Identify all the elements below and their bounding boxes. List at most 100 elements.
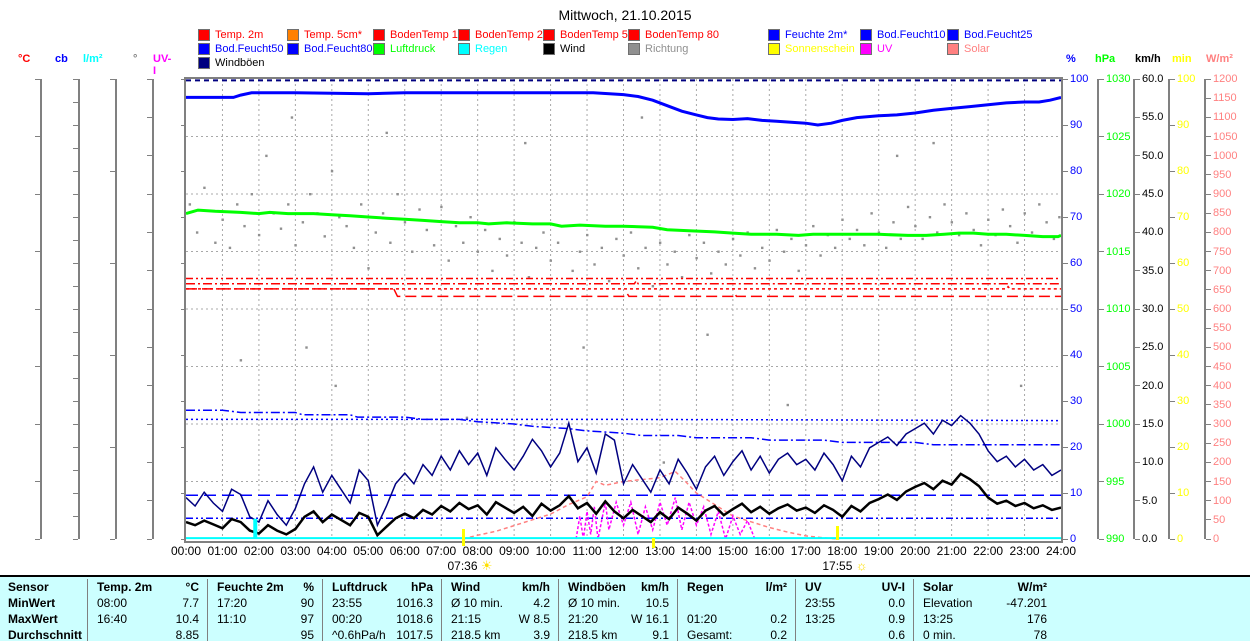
axis-tick-label-wm2: 700 xyxy=(1213,264,1232,277)
series-richtung-dot xyxy=(418,208,421,211)
axis-tick-wm2 xyxy=(1206,346,1211,348)
series-richtung-dot xyxy=(1038,203,1041,206)
axis-tick-deg xyxy=(147,270,152,272)
x-tick-label: 18:00 xyxy=(827,544,858,558)
cell-time: 0 min. xyxy=(923,628,956,641)
series-richtung-dot xyxy=(673,250,676,253)
series-richtung-dot xyxy=(688,233,691,237)
cell-value: 9.1 xyxy=(652,628,669,641)
series-richtung-dot xyxy=(228,246,232,250)
cell-value: 95 xyxy=(300,628,314,641)
series-richtung-dot xyxy=(374,231,377,234)
axis-tick-cb xyxy=(73,216,78,218)
table-header-name: Regen xyxy=(687,580,724,594)
plot-area[interactable] xyxy=(186,79,1061,541)
legend-label: Sonnenschein xyxy=(785,43,855,55)
table-row-label-maxwert: MaxWert xyxy=(8,612,58,626)
cell-value: 10.5 xyxy=(645,596,669,610)
axis-tick-label-wm2: 350 xyxy=(1213,398,1232,411)
axis-tick-hpa xyxy=(1099,78,1104,80)
table-cell-solar-avg: 0 min. 78 xyxy=(913,627,1055,641)
series-richtung-dot xyxy=(338,216,341,219)
axis-tick-degC xyxy=(35,78,40,80)
axis-tick-cb xyxy=(73,377,78,379)
axis-tick-label-wm2: 800 xyxy=(1213,226,1232,239)
series-richtung-dot xyxy=(753,267,757,270)
cell-time: 00:20 xyxy=(332,612,363,626)
axis-tick-label-kmh: 15.0 xyxy=(1142,418,1164,430)
axis-tick-hpa xyxy=(1099,193,1104,195)
cell-value: -47.201 xyxy=(1006,596,1047,610)
series-richtung-dot xyxy=(334,384,337,388)
legend-item-bodentemp-50: BodenTemp 50 xyxy=(543,29,634,41)
axis-tick-label-pct: 50 xyxy=(1070,303,1083,315)
axis-tick-label-min: 30 xyxy=(1177,395,1190,407)
axis-tick-uvi xyxy=(181,216,186,218)
legend-item-regen: Regen xyxy=(458,43,507,55)
axis-tick-label-wm2: 650 xyxy=(1213,283,1232,296)
x-tick-label: 04:00 xyxy=(316,544,347,558)
axis-tick-label-min: 50 xyxy=(1177,303,1190,315)
axis-tick-label-wm2: 850 xyxy=(1213,207,1232,220)
axis-tick-wm2 xyxy=(1206,212,1211,214)
series-richtung-dot xyxy=(680,276,684,279)
x-tick-label: 17:00 xyxy=(790,544,821,558)
table-header-unit: hPa xyxy=(410,580,433,594)
legend-item-bod-feucht80: Bod.Feucht80 xyxy=(287,43,373,55)
cell-value: 1017.5 xyxy=(396,628,433,641)
series-richtung-dot xyxy=(928,216,932,219)
axis-tick-label-min: 60 xyxy=(1177,257,1190,269)
axis-tick-label-wm2: 1000 xyxy=(1213,149,1238,162)
table-header-uv: UV UV-I xyxy=(795,579,913,595)
axis-tick-uvi xyxy=(181,400,186,402)
axis-tick-label-wm2: 950 xyxy=(1213,168,1232,181)
legend-label: BodenTemp 10 xyxy=(390,29,464,41)
axis-tick-label-kmh: 45.0 xyxy=(1142,188,1164,200)
series-richtung-dot xyxy=(1030,231,1034,234)
series-luftdruck xyxy=(186,208,1061,239)
axis-tick-cb xyxy=(73,147,78,149)
axis-tick-label-hpa: 995 xyxy=(1106,475,1125,488)
x-tick-label: 01:00 xyxy=(207,544,238,558)
series-bodentemp_50 xyxy=(186,279,1061,285)
legend-label: Solar xyxy=(964,43,990,55)
series-richtung-dot xyxy=(425,228,429,232)
cell-value: 8.85 xyxy=(175,628,199,641)
axis-tick-label-wm2: 450 xyxy=(1213,360,1232,373)
axis-header-cb: cb xyxy=(55,53,68,65)
series-richtung-dot xyxy=(432,244,436,247)
axis-tick-label-min: 10 xyxy=(1177,487,1190,499)
axis-header-min: min xyxy=(1172,53,1192,65)
table-cell-windb-en-avg: 218.5 km 9.1 xyxy=(558,627,677,641)
table-header-unit: km/h xyxy=(640,580,669,594)
series-richtung-dot xyxy=(848,237,851,241)
cell-value: 1016.3 xyxy=(396,596,433,610)
axis-tick-label-hpa: 1000 xyxy=(1106,418,1131,430)
axis-tick-wm2 xyxy=(1206,538,1211,540)
legend-label: Richtung xyxy=(645,43,689,55)
axis-tick-degC xyxy=(35,423,40,425)
axis-line-wm2 xyxy=(1204,79,1206,539)
table-header-windb-en: Windböen km/h xyxy=(558,579,677,595)
x-tick-label: 03:00 xyxy=(280,544,311,558)
axis-tick-label-kmh: 55.0 xyxy=(1142,111,1164,124)
axis-tick-wm2 xyxy=(1206,481,1211,482)
axis-tick-lm2 xyxy=(110,354,115,356)
axis-tick-lm2 xyxy=(110,78,115,80)
axis-tick-min xyxy=(1170,400,1175,402)
series-richtung-dot xyxy=(221,218,224,221)
cell-value: 0.6 xyxy=(888,628,905,641)
legend-swatch-bod-feucht80 xyxy=(287,43,299,55)
series-richtung-dot xyxy=(593,263,596,266)
cell-value: 4.2 xyxy=(533,596,550,610)
axis-tick-deg xyxy=(147,538,152,540)
axis-tick-hpa xyxy=(1099,423,1104,425)
axis-tick-label-wm2: 250 xyxy=(1213,437,1232,450)
series-richtung-dot xyxy=(305,346,308,349)
axis-tick-label-wm2: 100 xyxy=(1213,494,1232,507)
cell-time: 218.5 km xyxy=(568,628,618,641)
cell-value: 176 xyxy=(1026,612,1047,626)
axis-header-lm2: l/m² xyxy=(83,53,103,65)
axis-tick-deg xyxy=(147,116,152,118)
legend-label: Regen xyxy=(475,43,508,55)
